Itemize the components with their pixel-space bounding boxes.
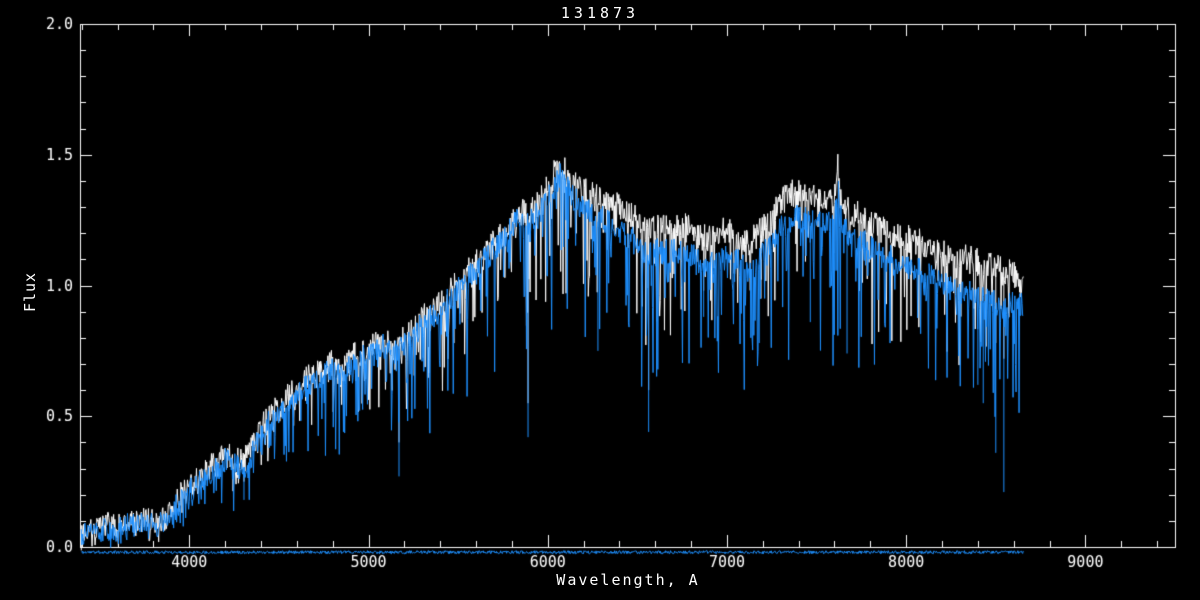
x-axis-label: Wavelength, A bbox=[556, 571, 700, 589]
chart-title: 131873 bbox=[560, 4, 640, 22]
y-axis-label: Flux bbox=[21, 271, 39, 313]
